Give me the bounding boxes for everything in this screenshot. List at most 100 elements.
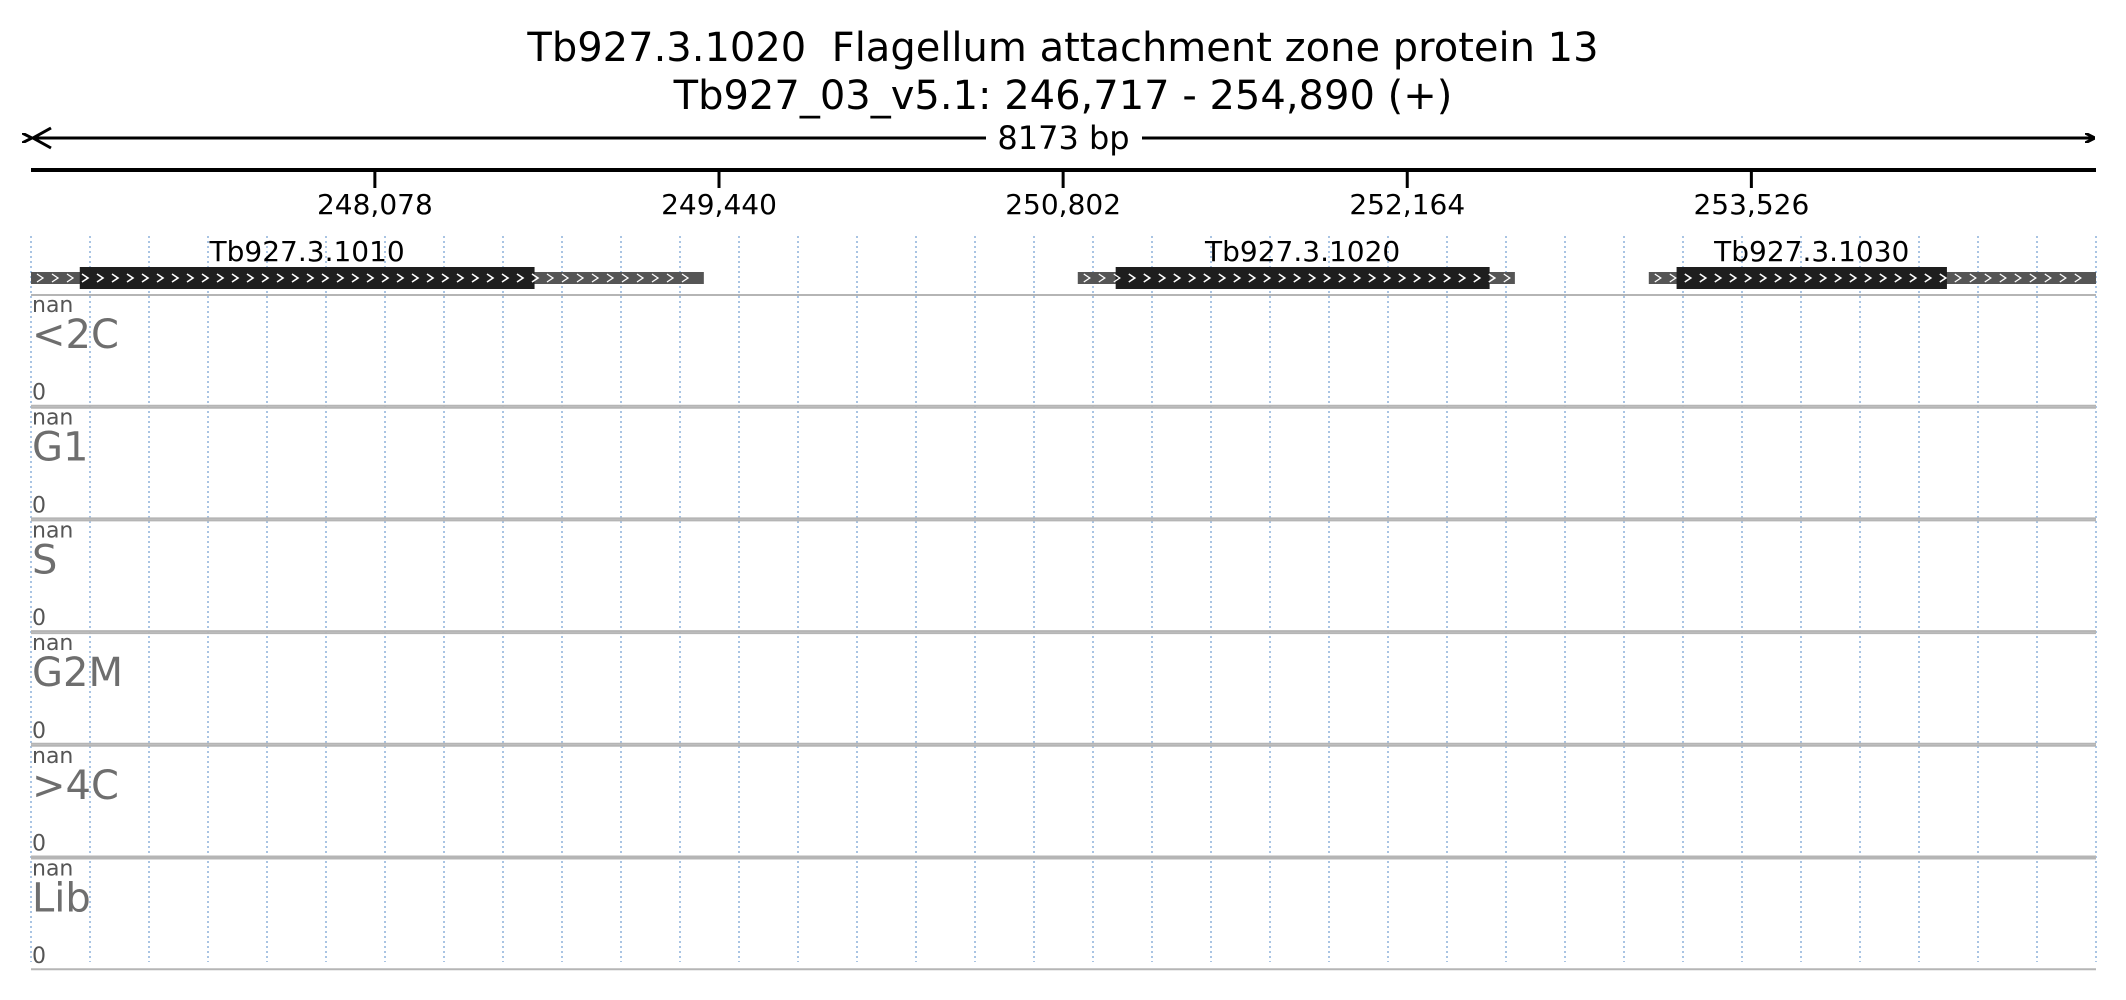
strand-chevron <box>1969 273 1977 283</box>
strand-chevron <box>1789 273 1798 283</box>
track-min-label: 0 <box>32 381 46 406</box>
strand-chevron <box>1684 273 1693 283</box>
grid-lines <box>30 236 2097 962</box>
strand-chevron <box>66 273 75 283</box>
strand-chevron <box>561 273 570 283</box>
strand-chevron <box>666 273 675 283</box>
strand-chevron <box>1909 273 1918 283</box>
track-max-label: nan <box>32 631 73 656</box>
strand-chevron <box>1804 273 1813 283</box>
strand-chevron <box>1173 273 1182 283</box>
gene-cds <box>1115 267 1490 289</box>
strand-chevron <box>1699 273 1708 283</box>
track-max-label: nan <box>32 857 73 882</box>
strand-chevron <box>381 273 390 283</box>
track-min-label: 0 <box>32 606 46 631</box>
strand-chevron <box>1714 273 1723 283</box>
strand-chevrons <box>1083 273 1511 283</box>
strand-chevron <box>396 273 405 283</box>
strand-chevron <box>1999 273 2007 283</box>
chart-subtitle-coordinates: Tb927_03_v5.1: 246,717 - 254,890 (+) <box>673 73 1453 119</box>
strand-chevrons <box>36 273 690 283</box>
strand-chevron <box>1864 273 1873 283</box>
strand-chevron <box>1233 273 1242 283</box>
strand-chevron <box>1338 273 1347 283</box>
axis-tick-label: 252,164 <box>1349 188 1465 221</box>
strand-chevron <box>1924 273 1933 283</box>
strand-chevron <box>1849 273 1858 283</box>
strand-chevron <box>546 273 555 283</box>
strand-chevron <box>2059 273 2067 283</box>
strand-chevron <box>186 273 195 283</box>
strand-chevron <box>1669 273 1677 283</box>
strand-chevron <box>651 273 660 283</box>
strand-chevron <box>1263 273 1272 283</box>
strand-chevron <box>1188 273 1197 283</box>
track-max-label: nan <box>32 744 73 769</box>
strand-chevron <box>2029 273 2037 283</box>
strand-chevrons <box>1654 273 2082 283</box>
strand-chevron <box>126 273 135 283</box>
strand-chevron <box>1774 273 1783 283</box>
strand-chevron <box>2044 273 2052 283</box>
track-label: G2M <box>32 650 123 696</box>
strand-chevron <box>351 273 360 283</box>
track-max-label: nan <box>32 406 73 431</box>
strand-chevron <box>261 273 270 283</box>
strand-chevron <box>306 273 315 283</box>
strand-chevron <box>1308 273 1317 283</box>
strand-chevron <box>1954 273 1962 283</box>
strand-chevron <box>636 273 645 283</box>
strand-chevron <box>336 273 345 283</box>
strand-chevron <box>1759 273 1768 283</box>
strand-chevron <box>321 273 330 283</box>
strand-chevron <box>1503 273 1511 283</box>
track-min-label: 0 <box>32 832 46 857</box>
strand-chevron <box>1278 273 1287 283</box>
strand-chevron <box>1654 273 1662 283</box>
strand-chevron <box>1383 273 1392 283</box>
axis-tick-label: 253,526 <box>1693 188 1809 221</box>
strand-chevron <box>1473 273 1482 283</box>
gene-label: Tb927.3.1020 <box>1204 235 1400 268</box>
track-label: >4C <box>32 763 119 809</box>
axis-tick-label: 249,440 <box>661 188 777 221</box>
strand-chevron <box>1398 273 1407 283</box>
strand-chevron <box>2014 273 2022 283</box>
strand-chevron <box>516 273 525 283</box>
strand-chevron <box>1744 273 1753 283</box>
track-label: Lib <box>32 876 91 922</box>
strand-chevron <box>96 273 105 283</box>
strand-chevron <box>1143 273 1152 283</box>
strand-chevron <box>2074 273 2082 283</box>
strand-chevron <box>1098 273 1106 283</box>
strand-chevron <box>366 273 375 283</box>
strand-chevron <box>81 273 90 283</box>
strand-chevron <box>1368 273 1377 283</box>
strand-chevron <box>156 273 165 283</box>
track-max-label: nan <box>32 293 73 318</box>
strand-chevron <box>1443 273 1452 283</box>
axis-tick-label: 248,078 <box>317 188 433 221</box>
strand-chevron <box>1729 273 1738 283</box>
strand-chevron <box>1293 273 1302 283</box>
strand-chevron <box>1939 273 1948 283</box>
strand-chevron <box>231 273 240 283</box>
strand-chevron <box>1819 273 1828 283</box>
strand-chevron <box>1894 273 1903 283</box>
gene-label: Tb927.3.1030 <box>1713 235 1909 268</box>
scale-bar: 8173 bp <box>32 119 2095 157</box>
strand-chevron <box>591 273 600 283</box>
strand-chevron <box>471 273 480 283</box>
span-length-label: 8173 bp <box>997 119 1129 157</box>
strand-chevron <box>1984 273 1992 283</box>
strand-chevron <box>681 273 690 283</box>
strand-chevron <box>36 273 45 283</box>
strand-chevron <box>141 273 150 283</box>
strand-chevron <box>1323 273 1332 283</box>
gene-track: Tb927.3.1010 Tb927.3.1020 Tb927.3.1030 <box>31 235 2096 289</box>
strand-chevron <box>246 273 255 283</box>
strand-chevron <box>501 273 510 283</box>
